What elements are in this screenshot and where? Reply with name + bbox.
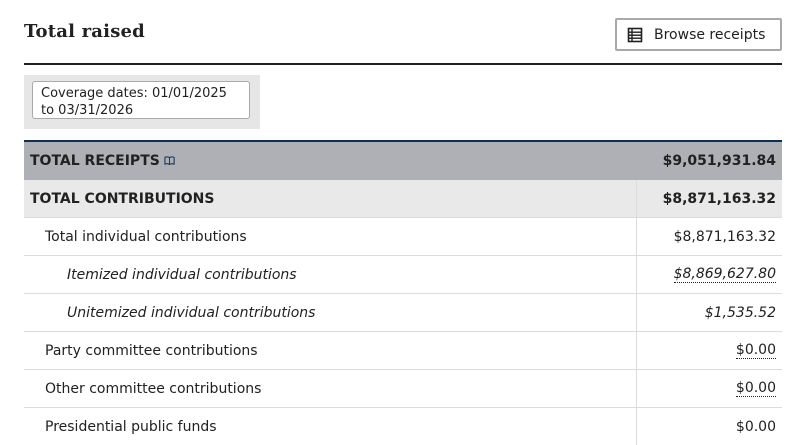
row-label: Other committee contributions <box>45 380 262 397</box>
table-row-individual-contributions: Total individual contributions $8,871,16… <box>24 218 782 256</box>
row-value-cell: $0.00 <box>636 370 782 407</box>
table-list-icon <box>627 27 643 42</box>
table-row-total-contributions: TOTAL CONTRIBUTIONS $8,871,163.32 <box>24 180 782 218</box>
row-label: Total individual contributions <box>45 228 247 245</box>
other-committee-value-link[interactable]: $0.00 <box>735 379 776 397</box>
row-label: TOTAL RECEIPTS <box>24 153 636 169</box>
row-value: $8,871,163.32 <box>636 218 782 255</box>
row-label: Unitemized individual contributions <box>67 304 316 321</box>
row-value: $9,051,931.84 <box>662 153 776 169</box>
table-row-itemized-contributions: Itemized individual contributions $8,869… <box>24 256 782 294</box>
itemized-value-link[interactable]: $8,869,627.80 <box>673 265 776 283</box>
book-info-icon[interactable] <box>164 155 175 166</box>
coverage-dates-panel: Coverage dates: 01/01/2025 to 03/31/2026 <box>24 75 260 129</box>
section-title: Total raised <box>24 21 145 42</box>
row-label: Party committee contributions <box>45 342 258 359</box>
row-value: $8,871,163.32 <box>636 180 782 217</box>
row-value: $1,535.52 <box>636 294 782 331</box>
row-value-cell: $0.00 <box>636 332 782 369</box>
table-row-other-committee: Other committee contributions $0.00 <box>24 370 782 408</box>
row-value: $0.00 <box>636 408 782 445</box>
browse-receipts-label: Browse receipts <box>654 26 766 43</box>
table-row-party-committee: Party committee contributions $0.00 <box>24 332 782 370</box>
table-row-unitemized-contributions: Unitemized individual contributions $1,5… <box>24 294 782 332</box>
row-label: TOTAL CONTRIBUTIONS <box>30 190 215 207</box>
table-row-total-receipts: TOTAL RECEIPTS $9,051,931.84 <box>24 142 782 180</box>
row-label: Presidential public funds <box>45 418 217 435</box>
table-row-presidential-funds: Presidential public funds $0.00 <box>24 408 782 445</box>
header-divider <box>24 63 782 65</box>
row-label: Itemized individual contributions <box>67 266 297 283</box>
browse-receipts-button[interactable]: Browse receipts <box>615 18 782 51</box>
receipts-table: TOTAL RECEIPTS $9,051,931.84 TOTAL CONTR… <box>24 140 782 445</box>
party-committee-value-link[interactable]: $0.00 <box>735 341 776 359</box>
coverage-dates-tag: Coverage dates: 01/01/2025 to 03/31/2026 <box>32 81 250 119</box>
row-value-cell: $8,869,627.80 <box>636 256 782 293</box>
section-header: Total raised Browse receipts <box>24 16 782 54</box>
